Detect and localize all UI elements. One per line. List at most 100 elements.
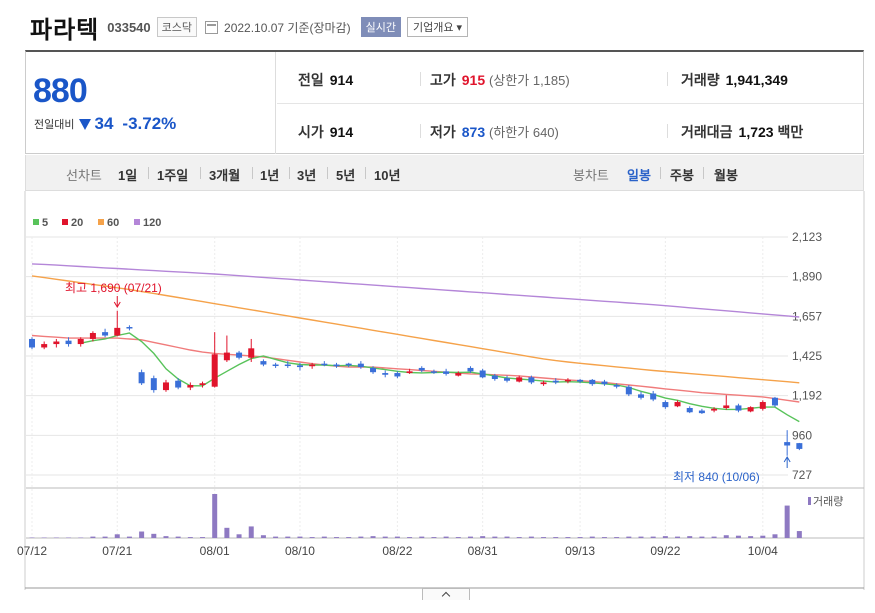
volume-bar [419, 536, 425, 538]
tab-3month[interactable]: 3개월 [209, 168, 241, 183]
x-tick-label: 08/01 [200, 544, 230, 558]
x-tick-label: 08/10 [285, 544, 315, 558]
volume-bar [467, 536, 473, 538]
candle-body [784, 442, 791, 446]
candle-body [175, 380, 182, 388]
high-arrow-head [113, 301, 121, 308]
realtime-button[interactable]: 실시간 [360, 17, 401, 37]
candle-body [199, 383, 206, 385]
volume-bar [297, 536, 303, 538]
low-label: 저가 [430, 124, 456, 140]
divider [365, 167, 366, 179]
price-grid [26, 236, 788, 538]
volume-bar [553, 537, 559, 538]
tab-1week[interactable]: 1주일 [157, 168, 189, 183]
tab-daily[interactable]: 일봉 [627, 168, 651, 183]
volume-bar [492, 536, 498, 538]
y-tick-label: 1,657 [792, 309, 822, 323]
candle-body [601, 381, 608, 385]
tab-monthly[interactable]: 월봉 [714, 168, 738, 183]
candle-body [65, 340, 72, 345]
amount-value: 1,723 [738, 124, 774, 140]
divider [327, 167, 328, 179]
x-tick-label: 07/21 [102, 544, 132, 558]
candle-body [638, 394, 644, 398]
market-badge: 코스닥 [156, 17, 198, 37]
volume-bar [735, 535, 741, 538]
candle-body [53, 341, 60, 345]
divider [289, 167, 290, 179]
price-change: 전일대비 34 -3.72% [34, 114, 176, 134]
volume-bar [784, 505, 790, 538]
upper-limit: (상한가 1,185) [489, 73, 570, 88]
legend-entry: 60 [107, 217, 119, 229]
candle-body [747, 407, 754, 412]
tab-1day[interactable]: 1일 [118, 168, 138, 183]
volume-bar [370, 536, 376, 538]
prev-close-value: 914 [329, 72, 354, 88]
candle-body [406, 371, 413, 374]
candle-body [796, 443, 803, 449]
company-overview-dropdown[interactable]: 기업개요 ▾ [406, 17, 469, 37]
candle-body [479, 370, 486, 378]
current-price: 880 [33, 72, 88, 110]
tab-1year[interactable]: 1년 [260, 168, 280, 183]
candle-body [114, 327, 121, 336]
candle-body [382, 373, 389, 375]
candle-body [357, 363, 364, 368]
legend-swatch [134, 219, 140, 225]
x-tick-label: 10/04 [748, 544, 778, 558]
tab-weekly[interactable]: 주봉 [670, 168, 694, 183]
high-label: 고가 [430, 72, 456, 88]
calendar-icon [205, 20, 219, 34]
row-divider [277, 103, 863, 104]
volume-legend-label: 거래량 [813, 495, 843, 508]
volume-bar [626, 536, 632, 538]
volume-bar [260, 535, 266, 538]
divider [420, 72, 421, 86]
volume-bar [334, 537, 339, 538]
x-tick-label: 08/31 [468, 544, 498, 558]
x-tick-label: 09/13 [565, 544, 595, 558]
base-date: 2022.10.07 기준(장마감) [224, 20, 351, 35]
candle-body [516, 377, 523, 382]
collapse-chart-button[interactable] [422, 588, 470, 600]
candle-body [260, 361, 267, 365]
tab-3year[interactable]: 3년 [297, 168, 317, 183]
y-tick-label: 1,425 [792, 349, 822, 363]
candle-body [711, 408, 718, 411]
volume-label: 거래량 [681, 72, 720, 88]
candle-body [126, 327, 133, 329]
volume-bar [565, 537, 571, 538]
ma120-line [31, 263, 800, 318]
candle-body [723, 405, 730, 408]
volume-bar [187, 537, 193, 538]
legend-entry: 20 [71, 217, 83, 229]
candle-body [138, 372, 145, 384]
volume-bar [431, 537, 437, 538]
candle-body [528, 377, 535, 383]
volume-bar [675, 536, 681, 538]
tab-5year[interactable]: 5년 [336, 168, 356, 183]
candle-body [333, 364, 340, 367]
ma60-line [31, 275, 800, 384]
stock-header: 파라텍 033540 코스닥 2022.10.07 기준(장마감) 실시간 기업… [30, 10, 469, 44]
open-label: 시가 [298, 124, 324, 140]
prev-close-label: 전일 [298, 72, 324, 88]
amount-unit: 백만 [777, 124, 804, 140]
tab-10year[interactable]: 10년 [374, 168, 401, 183]
low-arrow-head [783, 456, 791, 463]
candle-body [89, 332, 96, 339]
volume-bar [723, 535, 729, 538]
prev-close: 전일 914 [298, 70, 353, 90]
y-tick-label: 727 [792, 468, 812, 482]
low-annotation: 최저 840 (10/06) [673, 470, 760, 484]
candle-body [443, 371, 450, 374]
volume-bar [346, 537, 352, 538]
divider [667, 124, 668, 138]
stock-code: 033540 [107, 19, 151, 35]
lower-limit: (하한가 640) [489, 125, 559, 140]
volume-bar [601, 537, 607, 538]
high-annotation: 최고 1,690 (07/21) [65, 281, 162, 295]
